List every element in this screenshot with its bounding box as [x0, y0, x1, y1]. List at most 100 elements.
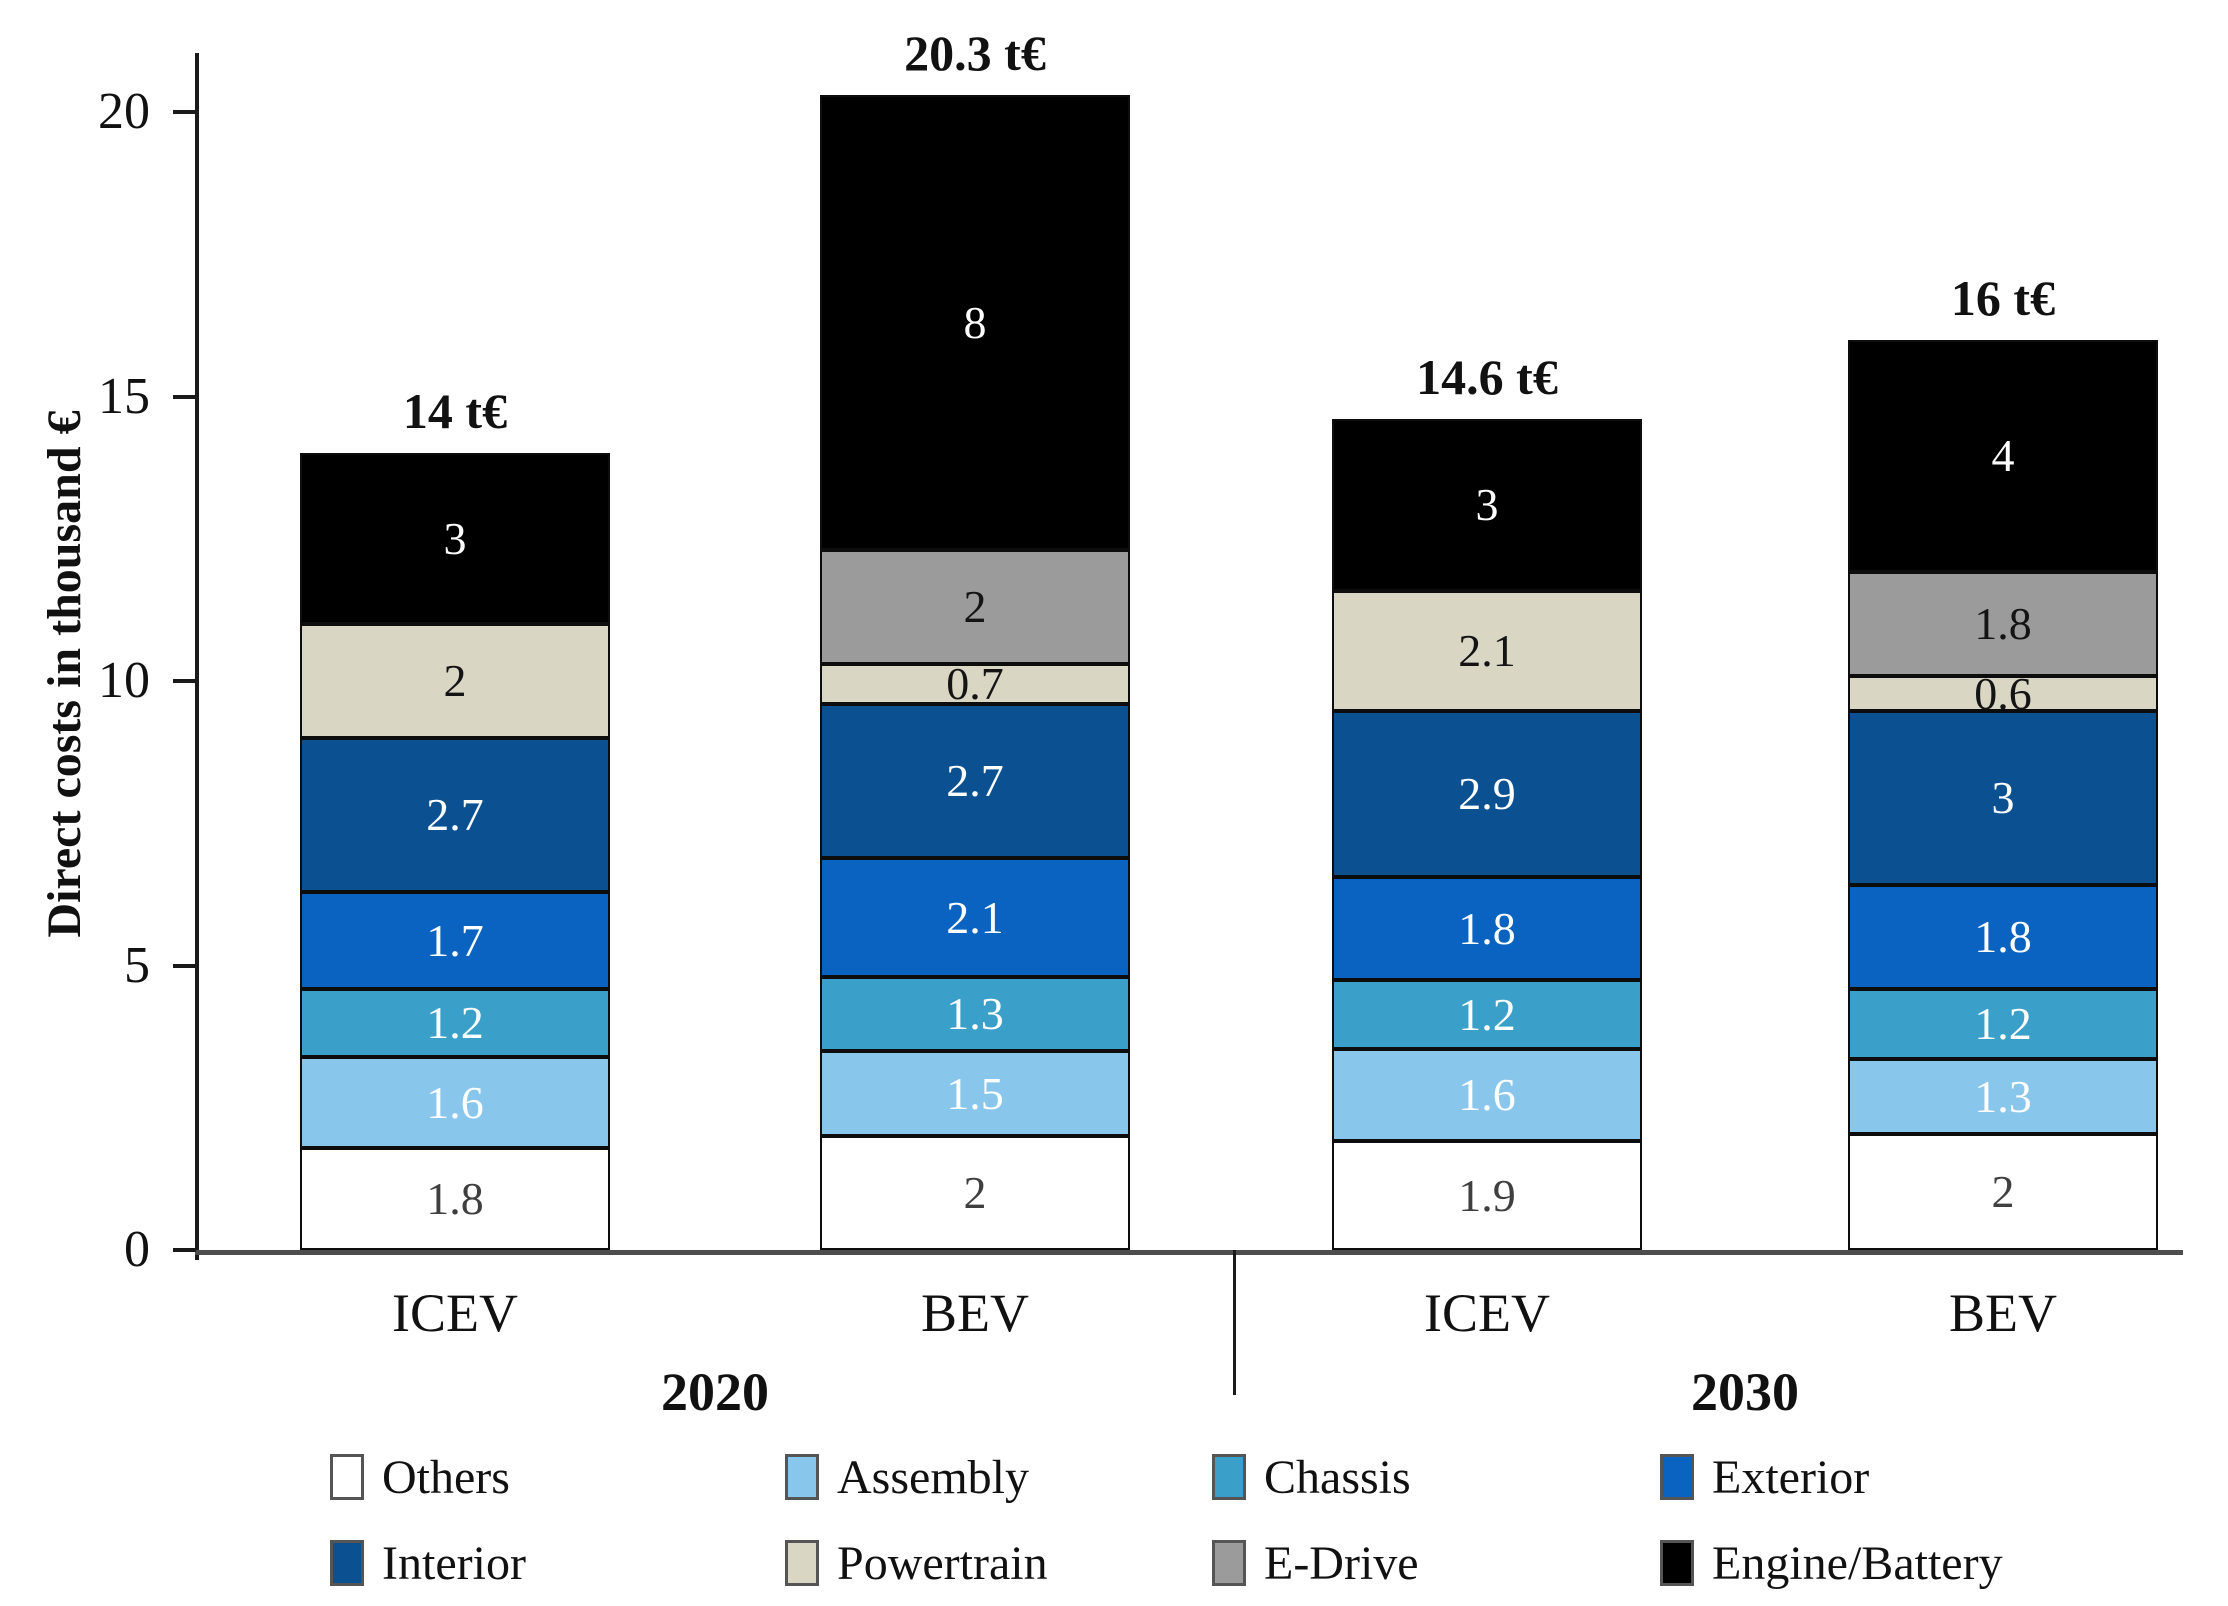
bar-segment-value: 3 — [1991, 772, 2015, 823]
legend-entry: Others — [330, 1448, 510, 1506]
bar-segment-value: 2.7 — [946, 755, 1004, 806]
x-axis-category-label: ICEV — [392, 1283, 518, 1343]
bar-segment-value: 1.2 — [1974, 998, 2032, 1049]
bar-segment: 0.7 — [820, 658, 1130, 709]
bar-segment-value: 0.7 — [946, 658, 1004, 709]
legend-label: Others — [382, 1450, 510, 1504]
y-tick-mark — [173, 394, 196, 399]
bar-segment: 0.6 — [1848, 670, 2158, 716]
bar-segment: 2 — [1848, 1134, 2158, 1250]
x-axis-category-label: ICEV — [1424, 1283, 1550, 1343]
bar-total-label: 20.3 t€ — [904, 25, 1046, 81]
bar-total-label: 14.6 t€ — [1416, 349, 1558, 405]
bar-segment: 2 — [820, 1136, 1130, 1250]
bar-stack: 8 2 0.7 2.7 2.1 1.3 1.5 2 — [820, 95, 1130, 1250]
y-axis-line — [195, 53, 199, 1260]
bar-segment: 1.6 — [1332, 1049, 1642, 1141]
legend-swatch — [1660, 1540, 1694, 1586]
legend-swatch — [785, 1540, 819, 1586]
bar-segment: 1.2 — [1848, 989, 2158, 1059]
bar-segment: 3 — [300, 453, 610, 624]
legend-entry: Interior — [330, 1534, 526, 1592]
y-tick-label: 5 — [124, 936, 150, 994]
legend-label: Powertrain — [837, 1536, 1048, 1590]
bar-segment: 1.8 — [300, 1148, 610, 1250]
legend-label: Engine/Battery — [1712, 1536, 2003, 1590]
y-tick-label: 10 — [98, 652, 150, 709]
legend-entry: E-Drive — [1212, 1534, 1419, 1592]
legend-entry: Assembly — [785, 1448, 1029, 1506]
bar-segment-value: 8 — [963, 296, 987, 348]
bar-segment: 3 — [1332, 419, 1642, 591]
bar-segment-value: 1.7 — [426, 914, 484, 966]
legend-swatch — [1212, 1540, 1246, 1586]
y-tick-mark — [173, 679, 196, 683]
bar-segment-value: 0.6 — [1974, 667, 2032, 719]
bar-segment-value: 2.9 — [1458, 768, 1516, 819]
bar-segment: 1.7 — [300, 892, 610, 989]
bar-segment-value: 1.2 — [1458, 988, 1516, 1040]
bar-segment: 1.8 — [1848, 885, 2158, 989]
legend-label: Exterior — [1712, 1450, 1870, 1504]
legend-swatch — [330, 1454, 364, 1500]
legend-label: Assembly — [837, 1450, 1029, 1504]
legend-entry: Powertrain — [785, 1534, 1048, 1592]
bar-segment-value: 1.8 — [1458, 902, 1516, 954]
bar-segment-value: 1.9 — [1458, 1169, 1516, 1221]
legend-label: Interior — [382, 1536, 526, 1590]
bar-segment: 1.2 — [1332, 980, 1642, 1049]
group-separator-line — [1233, 1250, 1236, 1395]
bar-segment-value: 1.3 — [946, 988, 1004, 1039]
bar-segment: 1.8 — [1848, 572, 2158, 676]
bar-segment: 2 — [820, 550, 1130, 664]
bar-segment: 4 — [1848, 340, 2158, 572]
legend-swatch — [1212, 1454, 1246, 1500]
y-tick-mark — [173, 110, 196, 114]
legend-swatch — [1660, 1454, 1694, 1500]
bar-segment-value: 2 — [963, 581, 987, 632]
bar-stack: 3 2 2.7 1.7 1.2 1.6 1.8 — [300, 453, 610, 1250]
bar-segment-value: 1.8 — [1974, 911, 2032, 962]
x-axis-category-label: BEV — [921, 1283, 1029, 1343]
bar-segment-value: 3 — [1475, 479, 1499, 530]
bar-segment-value: 2 — [963, 1167, 987, 1218]
bar-segment: 1.6 — [300, 1057, 610, 1148]
bar-segment-value: 4 — [1991, 430, 2015, 481]
bar-segment: 2.7 — [300, 738, 610, 892]
bar-segment: 2.9 — [1332, 711, 1642, 877]
bar-segment: 1.5 — [820, 1051, 1130, 1136]
x-axis-group-label: 2030 — [1691, 1362, 1799, 1422]
legend-entry: Exterior — [1660, 1448, 1869, 1506]
bar-segment-value: 2 — [443, 655, 467, 706]
y-tick-label: 15 — [98, 367, 150, 425]
legend-swatch — [330, 1540, 364, 1586]
legend-label: Chassis — [1264, 1450, 1411, 1504]
legend-label: E-Drive — [1264, 1536, 1419, 1590]
bar-segment-value: 1.3 — [1974, 1070, 2032, 1122]
x-axis-category-label: BEV — [1949, 1283, 2057, 1343]
bar-segment: 1.2 — [300, 989, 610, 1057]
bar-segment: 1.8 — [1332, 877, 1642, 980]
bar-segment-value: 1.2 — [426, 997, 484, 1048]
y-tick-mark — [173, 1248, 196, 1252]
bar-segment-value: 2.1 — [946, 891, 1004, 943]
bar-segment: 8 — [820, 95, 1130, 550]
y-tick-mark — [173, 963, 196, 968]
bar-segment: 1.3 — [1848, 1059, 2158, 1134]
bar-segment-value: 2.7 — [426, 789, 484, 840]
bar-segment: 3 — [1848, 711, 2158, 885]
bar-stack: 3 2.1 2.9 1.8 1.2 1.6 1.9 — [1332, 419, 1642, 1250]
bar-segment: 2.1 — [1332, 591, 1642, 711]
bar-segment: 2.7 — [820, 704, 1130, 858]
bar-segment: 1.9 — [1332, 1141, 1642, 1250]
bar-total-label: 14 t€ — [402, 383, 508, 439]
x-axis-group-label: 2020 — [661, 1362, 769, 1422]
bar-segment-value: 1.6 — [1458, 1069, 1516, 1120]
legend-entry: Engine/Battery — [1660, 1534, 2003, 1592]
bar-segment-value: 3 — [443, 512, 467, 564]
legend-swatch — [785, 1454, 819, 1500]
bar-segment: 1.3 — [820, 977, 1130, 1051]
bar-stack: 4 1.8 0.6 3 1.8 1.2 1.3 2 — [1848, 340, 2158, 1250]
bar-segment-value: 1.8 — [1974, 598, 2032, 649]
